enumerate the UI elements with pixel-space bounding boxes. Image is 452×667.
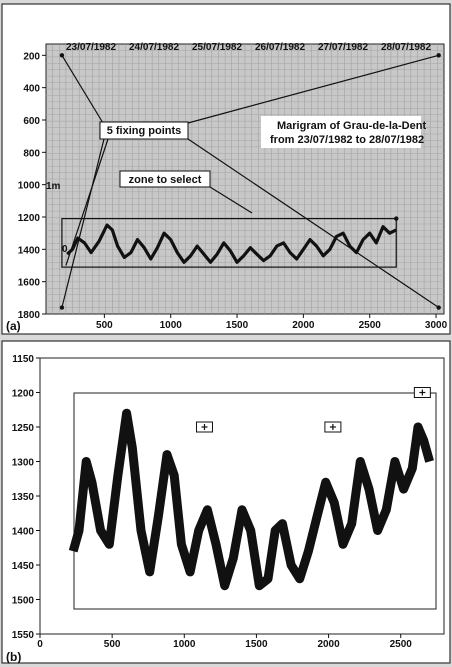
zero-label: 0 xyxy=(62,244,68,255)
x-tick-label: 2500 xyxy=(390,639,413,650)
x-tick-label: 2500 xyxy=(359,320,382,331)
fixing-point xyxy=(394,216,399,221)
x-tick-label: 2000 xyxy=(317,639,340,650)
y-tick-label: 1500 xyxy=(12,596,35,607)
y-tick-label: 1600 xyxy=(18,278,41,289)
panel-a-label: (a) xyxy=(6,319,21,333)
panel-b-inner-box xyxy=(73,392,437,610)
panel-a-y-ticks: 200 400 600 800 1000 1200 1400 1600 1800 xyxy=(18,51,46,321)
y-tick-label: 800 xyxy=(23,148,40,159)
zone-box xyxy=(61,218,397,268)
y-tick-label: 1300 xyxy=(12,458,35,469)
x-tick-label: 1500 xyxy=(226,320,249,331)
panel-a-fixing-lines xyxy=(61,54,440,309)
panel-b-x-ticks: 0 500 1000 1500 2000 2500 xyxy=(37,634,412,650)
panel-b: 0 500 1000 1500 2000 2500 1150 1200 1250 1300 135… xyxy=(6,354,445,664)
y-tick-label: 1200 xyxy=(18,213,41,224)
zone-select-label: zone to select xyxy=(129,174,202,186)
scale-1m-label: 1m xyxy=(46,181,61,192)
panel-b-markers xyxy=(195,387,431,433)
x-tick-label: 1000 xyxy=(160,320,183,331)
panel-b-y-ticks: 1150 1200 1250 1300 1350 1400 1450 1500 1550 xyxy=(12,354,40,641)
panel-a: 23/07/1982 24/07/1982 25/07/1982 26/07/1982… xyxy=(6,42,448,333)
title-box xyxy=(261,116,421,148)
chart-a-title: Marigram of Grau-de-la-Dent xyxy=(277,120,426,132)
y-tick-label: 1200 xyxy=(12,389,35,400)
date-label: 24/07/1982 xyxy=(129,42,179,53)
x-tick-label: 500 xyxy=(96,320,113,331)
panel-a-date-labels: 23/07/1982 24/07/1982 25/07/1982 26/07/1982… xyxy=(66,42,431,53)
x-tick-label: 1500 xyxy=(245,639,268,650)
y-tick-label: 1350 xyxy=(12,492,35,503)
y-tick-label: 1800 xyxy=(18,310,41,321)
date-label: 27/07/1982 xyxy=(318,42,368,53)
panel-a-series-line xyxy=(66,223,397,264)
fixing-points-box xyxy=(99,121,189,140)
fixing-point xyxy=(436,53,441,58)
x-tick-label: 0 xyxy=(37,639,43,650)
fixing-point xyxy=(59,53,65,58)
date-label: 28/07/1982 xyxy=(381,42,431,53)
panel-b-plot-area xyxy=(39,357,445,635)
panel-b-label: (b) xyxy=(6,650,21,664)
chart-a-subtitle: from 23/07/1982 to 28/07/1982 xyxy=(270,134,424,146)
panel-a-x-ticks: 500 1000 1500 2000 2500 3000 xyxy=(96,314,448,331)
y-tick-label: 1450 xyxy=(12,561,35,572)
y-tick-label: 600 xyxy=(23,116,40,127)
y-tick-label: 1150 xyxy=(12,354,34,365)
panel-b-series-line xyxy=(68,408,434,591)
x-tick-label: 2000 xyxy=(292,320,315,331)
fixing-point xyxy=(59,305,65,310)
x-tick-label: 1000 xyxy=(173,639,196,650)
y-tick-label: 400 xyxy=(23,84,40,95)
y-tick-label: 1250 xyxy=(12,423,35,434)
panel-a-fixing-points xyxy=(59,53,441,310)
x-tick-label: 3000 xyxy=(425,320,448,331)
x-tick-label: 500 xyxy=(104,639,121,650)
y-tick-label: 1000 xyxy=(18,181,41,192)
date-label: 25/07/1982 xyxy=(192,42,242,53)
date-label: 23/07/1982 xyxy=(66,42,116,53)
y-tick-label: 200 xyxy=(23,51,40,62)
panel-a-grid xyxy=(46,44,444,314)
y-tick-label: 1400 xyxy=(12,527,35,538)
fixing-points-label: 5 fixing points xyxy=(107,125,182,137)
y-tick-label: 1400 xyxy=(18,245,41,256)
y-tick-label: 1550 xyxy=(12,630,35,641)
date-label: 26/07/1982 xyxy=(255,42,305,53)
zone-select-box xyxy=(119,170,211,188)
fixing-point xyxy=(436,305,441,310)
